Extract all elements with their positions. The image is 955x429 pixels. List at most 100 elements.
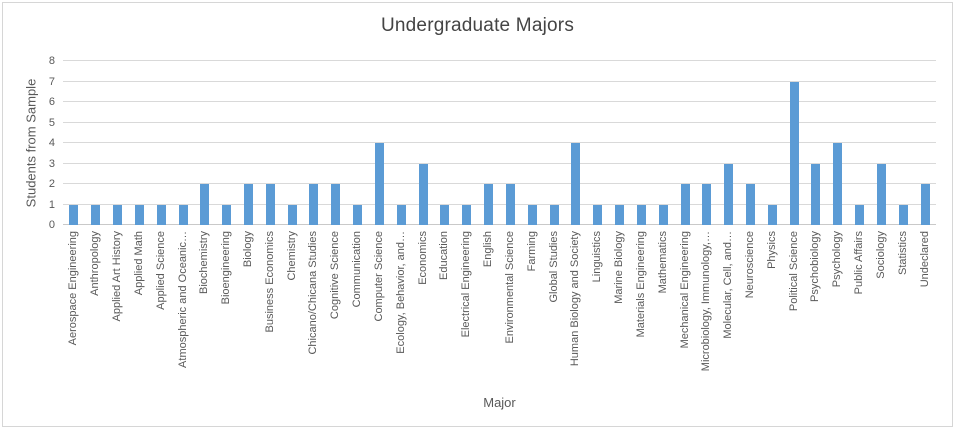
bar-0 (69, 204, 79, 225)
y-tick-label-7: 7 (48, 75, 55, 88)
x-category-label-33: Political Science (787, 231, 800, 312)
bar-33 (789, 81, 799, 225)
x-category-label-19: English (482, 231, 495, 268)
bar-4 (156, 204, 166, 225)
bar-19 (484, 184, 494, 225)
x-category-label-13: Communication (351, 231, 364, 308)
bar-9 (265, 184, 275, 225)
bar-27 (658, 204, 668, 225)
gridline-y1 (63, 203, 936, 205)
bar-37 (876, 163, 886, 225)
x-category-label-21: Farming (525, 231, 538, 272)
x-category-label-18: Electrical Engineering (460, 231, 473, 338)
bar-34 (811, 163, 821, 225)
x-category-label-2: Applied Art History (111, 231, 124, 322)
x-category-label-3: Applied Math (132, 231, 145, 296)
bar-12 (331, 184, 341, 225)
x-category-label-8: Biology (242, 231, 254, 268)
gridline-y2 (63, 183, 936, 184)
x-category-label-0: Aerospace Engineering (67, 231, 80, 346)
bar-38 (898, 204, 908, 225)
y-tick-label-0: 0 (48, 219, 55, 231)
bar-39 (920, 184, 930, 225)
x-category-label-38: Statistics (896, 231, 909, 276)
bar-10 (287, 204, 297, 225)
bar-23 (571, 143, 581, 225)
x-category-label-35: Psychology (831, 231, 844, 288)
gridline-y7 (63, 80, 936, 82)
bar-32 (767, 204, 777, 225)
x-category-label-34: Psychobiology (809, 231, 822, 302)
bar-36 (855, 204, 865, 225)
bar-8 (244, 184, 253, 225)
gridline-y0 (63, 224, 936, 225)
bar-26 (636, 204, 646, 225)
y-tick-label-4: 4 (48, 137, 55, 149)
bar-5 (178, 204, 188, 225)
x-category-label-39: Undeclared (918, 231, 931, 288)
x-category-label-17: Education (438, 231, 451, 280)
x-category-label-11: Chicano/Chicana Studies (307, 231, 320, 355)
x-category-label-30: Molecular, Cell, and… (722, 231, 735, 339)
x-category-label-25: Marine Biology (613, 231, 626, 304)
x-category-label-20: Environmental Science (503, 231, 516, 344)
x-category-label-28: Mechanical Engineering (678, 231, 691, 349)
bar-2 (113, 204, 123, 225)
x-category-label-23: Human Biology and Society (569, 231, 582, 367)
bar-22 (549, 204, 559, 225)
gridline-y4 (63, 142, 936, 143)
x-category-label-1: Anthropology (89, 231, 102, 296)
x-category-label-22: Global Studies (547, 231, 560, 303)
y-tick-label-8: 8 (48, 55, 55, 67)
gridline-y3 (63, 162, 936, 164)
plot-area (63, 60, 936, 225)
gridline-y8 (63, 60, 936, 61)
x-category-label-37: Sociology (874, 231, 887, 279)
bar-6 (200, 184, 210, 225)
bar-15 (396, 204, 406, 225)
chart-title: Undergraduate Majors (380, 15, 575, 36)
x-category-label-31: Neuroscience (743, 231, 756, 299)
bar-21 (527, 204, 537, 225)
x-axis-title: Major (483, 395, 516, 410)
bar-16 (418, 163, 428, 225)
y-tick-label-2: 2 (48, 178, 55, 190)
x-category-label-15: Ecology, Behavior, and… (394, 231, 407, 354)
bar-18 (462, 204, 472, 225)
gridline-y5 (63, 121, 936, 123)
x-category-label-32: Physics (765, 231, 778, 269)
x-category-label-4: Applied Science (154, 231, 167, 310)
x-category-label-10: Chemistry (285, 231, 298, 281)
x-category-label-29: Microbiology, Immunology,… (700, 231, 713, 372)
x-axis-category-labels: Aerospace Engineering Anthropology Applied… (63, 231, 936, 391)
bar-14 (374, 143, 384, 225)
gridline-y6 (63, 101, 936, 102)
y-tick-label-6: 6 (48, 96, 55, 108)
bar-24 (593, 204, 603, 225)
y-tick-label-5: 5 (48, 116, 55, 129)
x-category-label-7: Bioengineering (220, 231, 233, 305)
x-category-label-14: Computer Science (372, 231, 385, 322)
x-category-label-12: Cognitive Science (329, 231, 342, 320)
bar-31 (745, 184, 755, 225)
bar-35 (833, 143, 843, 225)
bar-11 (309, 184, 319, 225)
bar-30 (724, 163, 734, 225)
x-category-label-16: Economics (416, 231, 429, 285)
bar-25 (615, 204, 625, 225)
x-category-label-27: Mathematics (656, 231, 669, 294)
bar-28 (680, 184, 690, 225)
bar-17 (440, 204, 450, 225)
bar-1 (91, 204, 101, 225)
x-category-label-5: Atmospheric and Oceanic… (176, 231, 189, 368)
y-tick-label-3: 3 (48, 157, 55, 170)
x-category-label-9: Business Economics (263, 231, 276, 333)
x-category-label-6: Biochemistry (198, 231, 211, 294)
y-tick-label-1: 1 (48, 198, 55, 211)
bar-20 (505, 184, 515, 225)
x-category-label-26: Materials Engineering (634, 231, 647, 338)
x-category-label-24: Linguistics (591, 231, 604, 283)
bar-29 (702, 184, 712, 225)
bar-13 (353, 204, 363, 225)
